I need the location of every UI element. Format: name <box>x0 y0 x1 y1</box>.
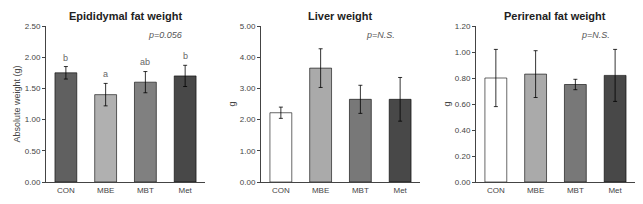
svg-text:3.00: 3.00 <box>240 84 256 93</box>
svg-text:0.80: 0.80 <box>455 74 471 83</box>
svg-text:Met: Met <box>393 186 407 195</box>
svg-text:MBT: MBT <box>352 186 369 195</box>
svg-text:2.50: 2.50 <box>25 22 41 31</box>
svg-text:0.60: 0.60 <box>455 100 471 109</box>
svg-text:MBT: MBT <box>567 186 584 195</box>
svg-text:4.00: 4.00 <box>240 53 256 62</box>
svg-text:0.40: 0.40 <box>455 126 471 135</box>
svg-text:0.00: 0.00 <box>25 178 41 187</box>
svg-text:Epididymal fat weight: Epididymal fat weight <box>69 10 182 22</box>
svg-text:5.00: 5.00 <box>240 22 256 31</box>
svg-text:Met: Met <box>608 186 622 195</box>
svg-text:0.50: 0.50 <box>25 147 41 156</box>
svg-text:CON: CON <box>57 186 75 195</box>
svg-text:2.00: 2.00 <box>25 53 41 62</box>
svg-text:0.00: 0.00 <box>455 178 471 187</box>
svg-text:CON: CON <box>272 186 290 195</box>
svg-text:CON: CON <box>487 186 505 195</box>
svg-text:1.00: 1.00 <box>455 48 471 57</box>
svg-text:b: b <box>183 51 188 61</box>
svg-text:0.00: 0.00 <box>240 178 256 187</box>
svg-text:a: a <box>103 69 108 79</box>
svg-text:1.50: 1.50 <box>25 84 41 93</box>
svg-text:MBE: MBE <box>312 186 329 195</box>
svg-text:Absolute weight (g): Absolute weight (g) <box>12 65 22 142</box>
svg-text:b: b <box>63 53 68 63</box>
svg-text:p=N.S.: p=N.S. <box>366 30 395 40</box>
svg-text:1.20: 1.20 <box>455 22 471 31</box>
svg-text:2.00: 2.00 <box>240 115 256 124</box>
svg-text:MBT: MBT <box>137 186 154 195</box>
svg-text:Liver weight: Liver weight <box>308 10 373 22</box>
svg-text:g: g <box>227 101 237 106</box>
svg-text:p=N.S.: p=N.S. <box>581 30 610 40</box>
svg-text:Perirenal fat weight: Perirenal fat weight <box>504 10 606 22</box>
svg-text:Met: Met <box>178 186 192 195</box>
svg-text:ab: ab <box>140 57 150 67</box>
svg-text:MBE: MBE <box>97 186 114 195</box>
svg-text:MBE: MBE <box>527 186 544 195</box>
svg-text:1.00: 1.00 <box>240 147 256 156</box>
svg-text:1.00: 1.00 <box>25 115 41 124</box>
svg-text:g: g <box>442 101 452 106</box>
svg-text:0.20: 0.20 <box>455 152 471 161</box>
svg-text:p=0.056: p=0.056 <box>148 30 182 40</box>
